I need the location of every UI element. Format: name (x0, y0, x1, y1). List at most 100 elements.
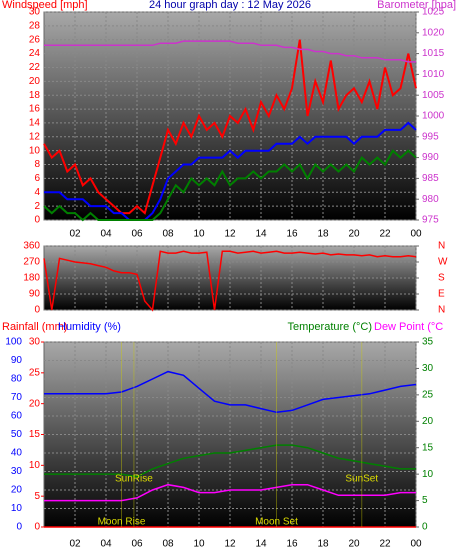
y-tick-label: 270 (23, 257, 40, 268)
series-label: Barometer [hpa] (377, 0, 456, 11)
series-line (44, 121, 417, 221)
y2-tick-label: 1015 (422, 48, 445, 59)
x-tick-label: 04 (100, 229, 112, 240)
y-tick-label: 10 (29, 145, 41, 156)
series-line (43, 39, 417, 215)
y-tick-label: 24 (29, 48, 41, 59)
series-line (43, 149, 417, 222)
y-tick-label: 90 (11, 355, 23, 366)
y-tick-label: 70 (11, 392, 23, 403)
y2-tick-label: 1020 (422, 27, 445, 38)
y3-tick-label: 25 (29, 367, 41, 378)
y2-tick-label: W (438, 257, 448, 268)
x-tick-label: 08 (162, 229, 174, 240)
y-tick-label: 22 (29, 62, 41, 73)
x-tick-label: 08 (162, 539, 174, 550)
y-tick-label: 30 (29, 7, 41, 18)
series-line (44, 40, 416, 63)
y2-tick-label: 1005 (422, 90, 445, 101)
x-tick-label: 14 (255, 229, 267, 240)
x-tick-label: 06 (131, 229, 143, 240)
x-tick-label: 20 (348, 539, 360, 550)
y-tick-label: 80 (11, 374, 23, 385)
y-tick-label: 8 (34, 159, 40, 170)
x-tick-label: 22 (379, 229, 391, 240)
series-label: Humidity (%) (58, 321, 121, 333)
y-tick-label: 28 (29, 21, 41, 32)
x-tick-label: 00 (410, 229, 422, 240)
y2-tick-label: 1000 (422, 111, 445, 122)
y-tick-label: 0 (16, 522, 22, 533)
series-line (44, 444, 416, 478)
annotation: Moon Set (255, 517, 298, 528)
y-tick-label: 18 (29, 90, 41, 101)
y3-tick-label: 10 (29, 460, 41, 471)
y3-tick-label: 30 (29, 337, 41, 348)
y-tick-label: 90 (29, 289, 41, 300)
x-tick-label: 12 (224, 539, 236, 550)
y3-tick-label: 5 (34, 491, 40, 502)
y-tick-label: 180 (23, 273, 40, 284)
y-tick-label: 6 (34, 173, 40, 184)
y2-tick-label: 25 (422, 389, 434, 400)
y-tick-label: 14 (29, 118, 41, 129)
y-axis-label: Windspeed [mph] (2, 0, 88, 11)
y2-tick-label: 985 (422, 173, 439, 184)
x-tick-label: 20 (348, 229, 360, 240)
y2-tick-label: E (438, 289, 445, 300)
y2-tick-label: 30 (422, 363, 434, 374)
y2-tick-label: 15 (422, 442, 434, 453)
x-tick-label: 10 (193, 229, 205, 240)
series-label: Dew Point (°C (374, 321, 443, 333)
x-tick-label: 12 (224, 229, 236, 240)
x-tick-label: 14 (255, 539, 267, 550)
y-tick-label: 16 (29, 104, 41, 115)
y-tick-label: 10 (11, 503, 23, 514)
y-tick-label: 26 (29, 34, 41, 45)
x-tick-label: 02 (69, 539, 81, 550)
y2-tick-label: N (438, 305, 445, 316)
series-label: Temperature (°C) (288, 321, 372, 333)
y2-tick-label: 995 (422, 131, 439, 142)
y-tick-label: 100 (5, 337, 22, 348)
y2-tick-label: 990 (422, 152, 439, 163)
y3-tick-label: 15 (29, 429, 41, 440)
y-tick-label: 4 (34, 187, 40, 198)
y-tick-label: 20 (11, 485, 23, 496)
series-label: Rainfall (mm) (2, 321, 67, 333)
y-tick-label: 60 (11, 411, 23, 422)
annotation: SunRise (115, 474, 153, 485)
x-tick-label: 06 (131, 539, 143, 550)
y2-tick-label: 1025 (422, 7, 445, 18)
y2-tick-label: S (438, 273, 445, 284)
series-line (43, 250, 417, 312)
y-tick-label: 12 (29, 131, 41, 142)
y3-tick-label: 0 (34, 522, 40, 533)
y-tick-label: 2 (34, 201, 40, 212)
y2-tick-label: 1010 (422, 69, 445, 80)
y2-tick-label: 5 (422, 495, 428, 506)
x-tick-label: 02 (69, 229, 81, 240)
y2-tick-label: 35 (422, 337, 434, 348)
x-tick-label: 16 (286, 539, 298, 550)
x-tick-label: 16 (286, 229, 298, 240)
x-tick-label: 04 (100, 539, 112, 550)
chart-title: 24 hour graph day : 12 May 2026 (149, 0, 311, 11)
y-tick-label: 50 (11, 429, 23, 440)
x-tick-label: 00 (410, 539, 422, 550)
y2-tick-label: 980 (422, 194, 439, 205)
series-line (44, 483, 416, 502)
annotation: SunSet (345, 474, 378, 485)
y-tick-label: 30 (11, 466, 23, 477)
x-tick-label: 18 (317, 539, 329, 550)
y2-tick-label: 0 (422, 522, 428, 533)
y2-tick-label: N (438, 241, 445, 252)
y-tick-label: 0 (34, 305, 40, 316)
y-tick-label: 360 (23, 241, 40, 252)
y2-tick-label: 20 (422, 416, 434, 427)
x-tick-label: 22 (379, 539, 391, 550)
y-tick-label: 0 (34, 215, 40, 226)
x-tick-label: 10 (193, 539, 205, 550)
series-line (44, 370, 417, 414)
